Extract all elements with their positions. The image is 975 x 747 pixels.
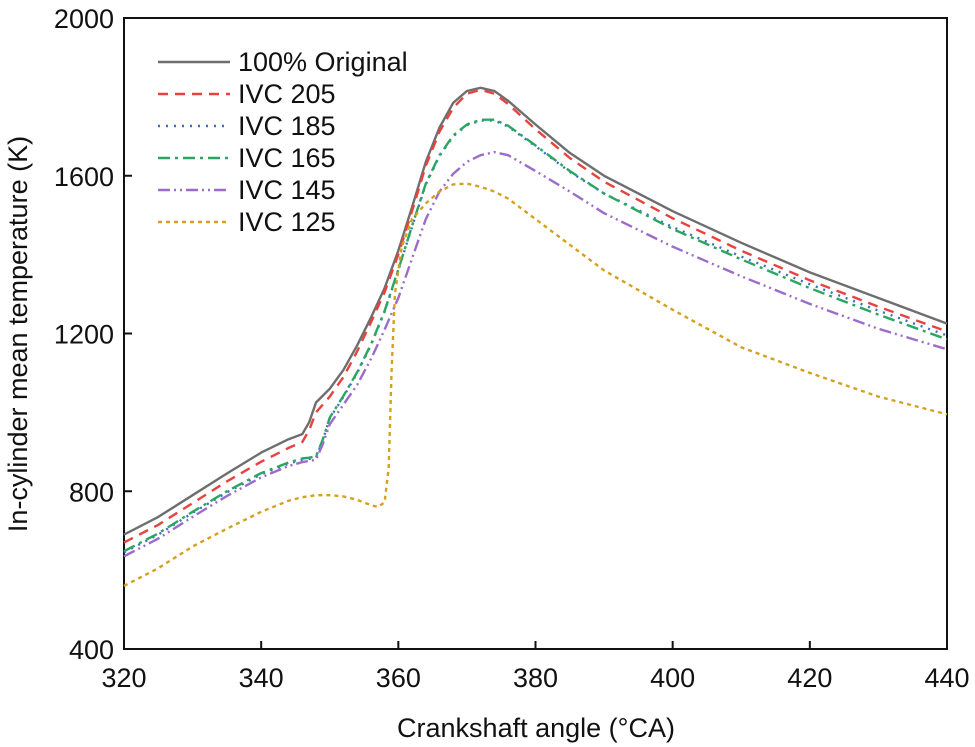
x-tick-label: 340 (239, 663, 284, 693)
series-layer (123, 86, 948, 587)
y-tick-label: 1200 (54, 320, 114, 350)
series-line-ivc-145 (123, 150, 948, 558)
x-tick-label: 420 (787, 663, 832, 693)
legend-label: 100% Original (238, 47, 408, 77)
legend-label: IVC 185 (238, 111, 336, 141)
y-tick-label: 1600 (54, 162, 114, 192)
x-axis-title: Crankshaft angle (°CA) (397, 713, 675, 743)
y-tick-label: 400 (69, 635, 114, 665)
legend-label: IVC 165 (238, 143, 336, 173)
series-line-ivc-185 (123, 119, 948, 554)
x-tick-label: 440 (924, 663, 969, 693)
axis-ticks: 320 340 360 380 400 420 440 400 800 1200 1600 2000 (54, 4, 970, 693)
legend-label: IVC 205 (238, 79, 336, 109)
x-tick-label: 400 (650, 663, 695, 693)
x-tick-label: 320 (101, 663, 146, 693)
series-line-ivc-125 (123, 182, 948, 587)
x-tick-label: 380 (513, 663, 558, 693)
x-tick-label: 360 (376, 663, 421, 693)
series-line-ivc-205 (123, 88, 948, 544)
y-axis-title: In-cylinder mean temperature (K) (3, 136, 33, 532)
legend-label: IVC 145 (238, 175, 336, 205)
legend-label: IVC 125 (238, 207, 336, 237)
series-line-ivc-165 (123, 118, 948, 553)
y-tick-label: 2000 (54, 4, 114, 34)
y-tick-label: 800 (69, 477, 114, 507)
